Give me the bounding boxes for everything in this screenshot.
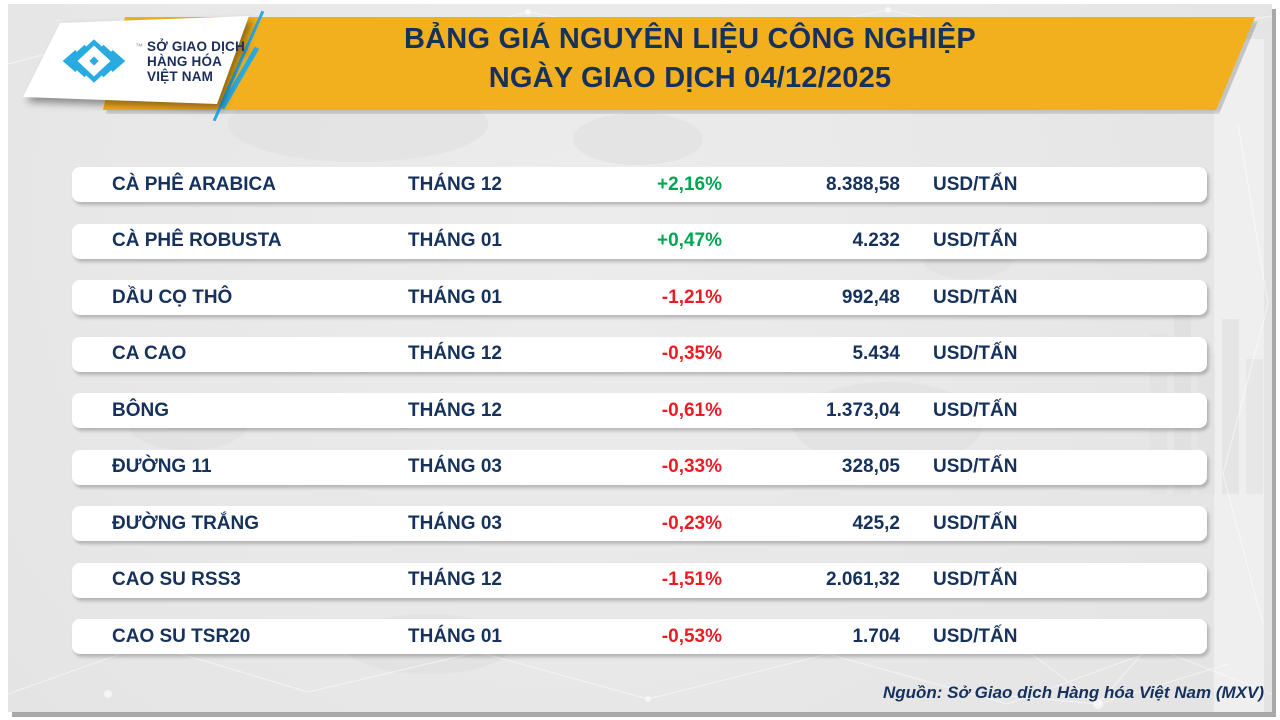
percent-change: +2,16%	[657, 173, 722, 195]
percent-change: -1,51%	[661, 569, 722, 590]
price-unit: USD/TẤN	[933, 456, 1018, 477]
commodity-name: CA CAO	[112, 343, 187, 364]
price-value: 4.232	[852, 230, 900, 251]
commodity-name: CÀ PHÊ ARABICA	[112, 173, 276, 195]
contract-month: THÁNG 12	[408, 343, 502, 364]
commodity-name: CAO SU TSR20	[112, 625, 251, 647]
logo-plate-background	[23, 16, 249, 104]
price-value: 992,48	[841, 286, 900, 308]
table-row: DẦU CỌ THÔ THÁNG 01 -1,21% 992,48 USD/TẤ…	[72, 280, 1207, 315]
percent-change: -0,53%	[661, 625, 722, 647]
contract-month: THÁNG 12	[408, 569, 502, 590]
percent-change: -1,21%	[661, 286, 722, 308]
price-unit: USD/TẤN	[933, 399, 1018, 421]
logo-content: ™ SỞ GIAO DỊCH HÀNG HÓA VIỆT NAM	[57, 34, 245, 88]
contract-month: THÁNG 01	[408, 230, 502, 251]
table-row: CAO SU TSR20 THÁNG 01 -0,53% 1.704 USD/T…	[72, 619, 1207, 654]
price-unit: USD/TẤN	[933, 343, 1018, 364]
logo-org-line1: SỞ GIAO DỊCH	[147, 38, 245, 54]
header-band	[103, 17, 1255, 110]
price-value: 1.704	[852, 625, 900, 647]
logo-center-diamond	[89, 56, 99, 66]
page-title-line2: NGÀY GIAO DỊCH 04/12/2025	[488, 62, 892, 94]
commodity-name: ĐƯỜNG 11	[112, 456, 212, 477]
contract-month: THÁNG 03	[408, 456, 502, 477]
contract-month: THÁNG 12	[408, 173, 502, 195]
price-unit: USD/TẤN	[933, 286, 1018, 308]
source-note: Nguồn: Sở Giao dịch Hàng hóa Việt Nam (M…	[882, 683, 1264, 702]
percent-change: -0,35%	[661, 343, 722, 364]
commodity-name: CÀ PHÊ ROBUSTA	[112, 230, 282, 251]
mxv-logo-icon	[62, 39, 126, 83]
page-title: BẢNG GIÁ NGUYÊN LIỆU CÔNG NGHIỆP NGÀY GI…	[125, 20, 1255, 98]
price-value: 2.061,32	[826, 569, 900, 590]
logo-org-line2: HÀNG HÓA	[147, 53, 223, 69]
price-unit: USD/TẤN	[933, 230, 1018, 251]
table-row: CÀ PHÊ ROBUSTA THÁNG 01 +0,47% 4.232 USD…	[72, 223, 1207, 259]
percent-change: -0,23%	[661, 512, 722, 534]
contract-month: THÁNG 01	[408, 286, 502, 308]
logo-org-line3: VIỆT NAM	[147, 68, 214, 84]
price-unit: USD/TẤN	[933, 625, 1018, 647]
percent-change: -0,33%	[661, 456, 722, 477]
commodity-name: CAO SU RSS3	[112, 569, 241, 590]
commodity-name: DẦU CỌ THÔ	[112, 286, 233, 308]
table-row: CÀ PHÊ ARABICA THÁNG 12 +2,16% 8.388,58 …	[72, 167, 1207, 202]
table-row: CAO SU RSS3 THÁNG 12 -1,51% 2.061,32 USD…	[72, 562, 1207, 598]
price-value: 5.434	[852, 343, 900, 364]
table-row: ĐƯỜNG TRẮNG THÁNG 03 -0,23% 425,2 USD/TẤ…	[72, 506, 1207, 541]
price-value: 425,2	[852, 512, 900, 534]
price-unit: USD/TẤN	[933, 569, 1018, 590]
contract-month: THÁNG 12	[408, 399, 502, 421]
page-title-line1: BẢNG GIÁ NGUYÊN LIỆU CÔNG NGHIỆP	[404, 23, 976, 55]
commodity-name: BÔNG	[112, 399, 169, 421]
percent-change: +0,47%	[657, 230, 722, 251]
price-value: 8.388,58	[826, 173, 900, 195]
logo-org-name: SỞ GIAO DỊCH HÀNG HÓA VIỆT NAM	[147, 39, 245, 84]
contract-month: THÁNG 03	[408, 512, 502, 534]
price-unit: USD/TẤN	[933, 512, 1018, 534]
price-value: 1.373,04	[826, 399, 900, 421]
contract-month: THÁNG 01	[408, 625, 502, 647]
price-value: 328,05	[841, 456, 900, 477]
table-row: CA CAO THÁNG 12 -0,35% 5.434 USD/TẤN	[72, 336, 1207, 372]
price-board: BẢNG GIÁ NGUYÊN LIỆU CÔNG NGHIỆP NGÀY GI…	[8, 4, 1272, 712]
percent-change: -0,61%	[661, 399, 722, 421]
table-row: BÔNG THÁNG 12 -0,61% 1.373,04 USD/TẤN	[72, 393, 1207, 428]
table-row: ĐƯỜNG 11 THÁNG 03 -0,33% 328,05 USD/TẤN	[72, 449, 1207, 485]
trademark-symbol: ™	[135, 42, 143, 51]
price-unit: USD/TẤN	[933, 173, 1018, 195]
mxv-logo-plate: ™ SỞ GIAO DỊCH HÀNG HÓA VIỆT NAM	[23, 16, 249, 104]
commodity-name: ĐƯỜNG TRẮNG	[112, 512, 260, 534]
price-table: CÀ PHÊ ARABICA THÁNG 12 +2,16% 8.388,58 …	[72, 167, 1207, 676]
